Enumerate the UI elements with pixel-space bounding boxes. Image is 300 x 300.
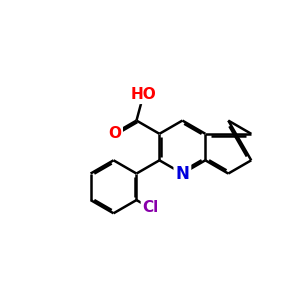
Text: N: N: [176, 165, 189, 183]
Text: HO: HO: [130, 87, 156, 102]
Text: Cl: Cl: [142, 200, 159, 215]
Text: O: O: [108, 126, 121, 141]
